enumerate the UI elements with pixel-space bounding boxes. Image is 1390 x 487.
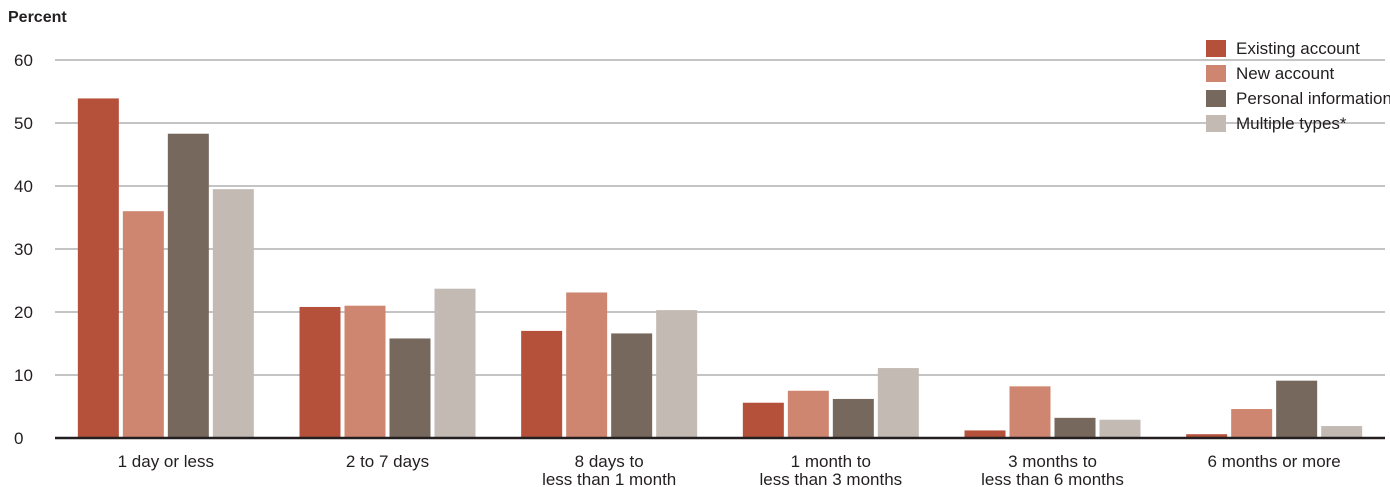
y-tick-label: 20 [14, 303, 33, 322]
bar-new-account [344, 305, 386, 438]
y-tick-label: 60 [14, 51, 33, 70]
y-tick-labels: 0 10 20 30 40 50 60 [14, 51, 33, 448]
x-tick-label: 3 months to [1008, 452, 1097, 471]
bar-existing-account [742, 402, 784, 438]
y-tick-label: 50 [14, 114, 33, 133]
bar-personal-information [167, 133, 209, 438]
bars [77, 98, 1363, 439]
bar-personal-information [389, 338, 431, 438]
bar-multiple-types [434, 288, 476, 438]
bar-new-account [1009, 386, 1051, 438]
x-tick-label: 2 to 7 days [346, 452, 429, 471]
x-tick-label: 1 day or less [118, 452, 214, 471]
bar-existing-account [1186, 434, 1228, 438]
y-tick-label: 0 [14, 429, 23, 448]
bar-personal-information [611, 333, 653, 438]
bar-personal-information [1276, 380, 1318, 438]
legend-swatch [1206, 40, 1226, 57]
bar-new-account [787, 390, 829, 438]
legend-swatch [1206, 65, 1226, 82]
legend-label: Existing account [1236, 39, 1360, 58]
legend-swatch [1206, 90, 1226, 107]
legend-label: New account [1236, 64, 1335, 83]
x-tick-label: 6 months or more [1208, 452, 1341, 471]
x-tick-label: 1 month to [791, 452, 871, 471]
bar-existing-account [964, 430, 1006, 438]
bar-existing-account [521, 330, 563, 438]
bar-multiple-types [1099, 419, 1141, 438]
bar-new-account [1231, 409, 1273, 438]
y-axis-label: Percent [8, 9, 67, 26]
bar-multiple-types [877, 368, 919, 438]
y-tick-label: 10 [14, 366, 33, 385]
bar-multiple-types [212, 189, 254, 438]
bar-existing-account [299, 306, 341, 438]
y-tick-label: 40 [14, 177, 33, 196]
x-tick-label: less than 6 months [981, 470, 1124, 487]
x-tick-label: less than 1 month [542, 470, 676, 487]
x-tick-label: less than 3 months [759, 470, 902, 487]
bar-existing-account [77, 98, 119, 439]
bar-personal-information [1054, 417, 1096, 438]
legend-label: Multiple types* [1236, 114, 1347, 133]
bar-multiple-types [656, 310, 698, 438]
bar-multiple-types [1321, 426, 1363, 438]
gridlines [55, 59, 1385, 376]
bar-new-account [122, 211, 164, 438]
bar-new-account [566, 292, 608, 438]
legend-label: Personal information [1236, 89, 1390, 108]
legend: Existing account New account Personal info… [1206, 39, 1390, 133]
legend-swatch [1206, 115, 1226, 132]
x-tick-label: 8 days to [575, 452, 644, 471]
y-tick-label: 30 [14, 240, 33, 259]
bar-personal-information [832, 398, 874, 438]
